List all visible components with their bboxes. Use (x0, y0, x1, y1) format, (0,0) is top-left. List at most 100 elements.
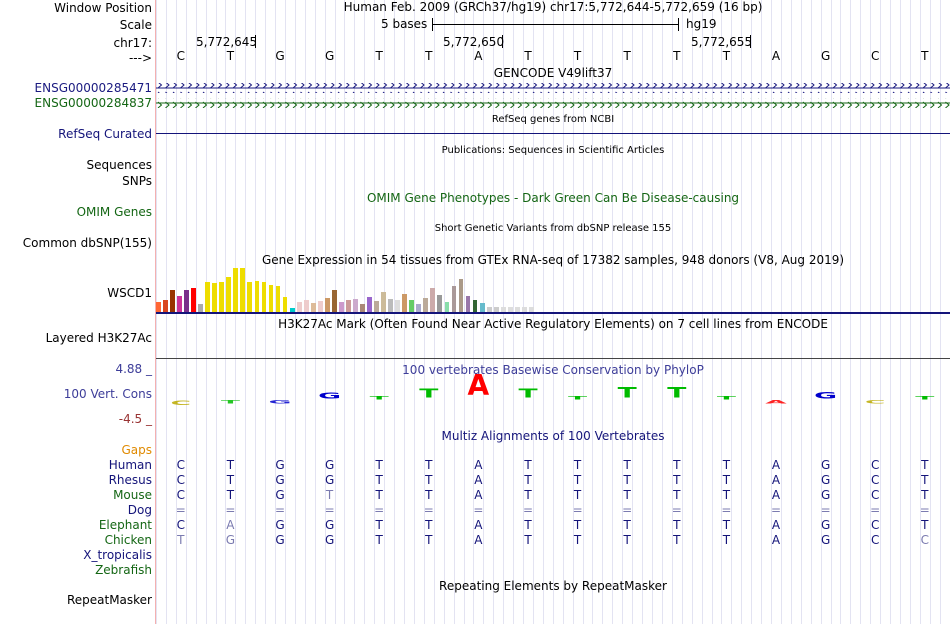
gtex-tissue-bar[interactable] (507, 307, 513, 312)
gtex-tissue-bar[interactable] (240, 268, 246, 312)
gtex-tissue-bar[interactable] (346, 300, 351, 312)
phylop-track-title: 100 vertebrates Basewise Conservation by… (402, 363, 704, 377)
gtex-tissue-bar[interactable] (381, 292, 386, 312)
gtex-tissue-bar[interactable] (465, 296, 471, 312)
label-repeatmasker[interactable]: RepeatMasker (66, 593, 152, 607)
alignment-base-elephant: G (275, 518, 285, 532)
gtex-tissue-bar[interactable] (254, 281, 260, 312)
gtex-tissue-bar[interactable] (374, 301, 379, 312)
gtex-tissue-bar[interactable] (353, 299, 358, 312)
gtex-tissue-bar[interactable] (212, 283, 218, 312)
alignment-base-rhesus: G (820, 473, 831, 487)
gtex-tissue-bar[interactable] (156, 302, 161, 312)
gtex-tissue-bar[interactable] (409, 300, 415, 312)
reference-base: C (870, 49, 880, 63)
gtex-tissue-bar[interactable] (191, 288, 196, 312)
alignment-base-mouse: T (921, 488, 929, 502)
gtex-tissue-bar[interactable] (275, 286, 281, 312)
alignment-base-rhesus: A (771, 473, 781, 487)
gtex-tissue-bar[interactable] (198, 304, 204, 312)
alignment-base-elephant: G (324, 518, 335, 532)
gtex-tissue-bar[interactable] (205, 282, 211, 312)
gtex-tissue-bar[interactable] (458, 279, 464, 312)
alignment-base-elephant: T (623, 518, 631, 532)
gtex-tissue-bar[interactable] (331, 290, 337, 312)
label-snps[interactable]: SNPs (122, 174, 152, 188)
label-gaps: Gaps (121, 443, 152, 457)
gtex-tissue-bar[interactable] (282, 297, 288, 312)
gtex-tissue-bar[interactable] (170, 290, 175, 312)
ruler-tick-label: 5,772,655 (691, 35, 753, 49)
gtex-tissue-bar[interactable] (500, 307, 506, 312)
gtex-tissue-bar[interactable] (296, 302, 302, 312)
reference-base: T (425, 49, 433, 63)
label-wscd1[interactable]: WSCD1 (107, 286, 152, 300)
gtex-bar-chart[interactable] (156, 267, 950, 312)
gtex-tissue-bar[interactable] (233, 268, 239, 312)
alignment-base-mouse: C (870, 488, 880, 502)
gtex-tissue-bar[interactable] (451, 286, 457, 312)
label-sequences[interactable]: Sequences (86, 158, 152, 172)
gtex-tissue-bar[interactable] (247, 282, 253, 312)
gtex-tissue-bar[interactable] (289, 308, 295, 312)
gtex-tissue-bar[interactable] (317, 301, 323, 312)
gtex-tissue-bar[interactable] (430, 288, 436, 312)
gtex-tissue-bar[interactable] (163, 300, 168, 312)
label-gene-ensg285471[interactable]: ENSG00000285471 (34, 81, 152, 95)
gtex-tissue-bar[interactable] (528, 307, 534, 312)
gtex-tissue-bar[interactable] (226, 277, 232, 312)
alignment-base-human: T (722, 458, 731, 472)
reference-base: C (176, 49, 185, 63)
label-omim-genes[interactable]: OMIM Genes (76, 205, 152, 219)
refseq-gene-line[interactable] (156, 133, 950, 134)
label-layered-h3k27ac[interactable]: Layered H3K27Ac (45, 331, 152, 345)
phylop-logo-letter: T (419, 385, 439, 401)
alignment-base-elephant: A (226, 518, 235, 532)
gtex-tissue-bar[interactable] (521, 307, 527, 312)
label-gene-ensg284837[interactable]: ENSG00000284837 (34, 96, 152, 110)
gtex-tissue-bar[interactable] (261, 282, 267, 312)
h3k27ac-baseline (156, 358, 950, 359)
label-100-vert-cons[interactable]: 100 Vert. Cons (63, 387, 152, 401)
label-refseq-curated[interactable]: RefSeq Curated (58, 127, 152, 141)
gtex-tissue-bar[interactable] (184, 290, 189, 312)
gtex-tissue-bar[interactable] (360, 304, 365, 312)
gencode-gene-features[interactable] (156, 80, 950, 108)
gtex-tissue-bar[interactable] (310, 303, 316, 312)
gtex-tissue-bar[interactable] (437, 295, 443, 312)
alignment-base-mouse: A (771, 488, 781, 502)
gtex-tissue-bar[interactable] (303, 300, 309, 312)
publications-track-title: Publications: Sequences in Scientific Ar… (441, 145, 665, 156)
gtex-tissue-bar[interactable] (367, 297, 372, 312)
alignment-base-human: T (573, 458, 582, 472)
alignment-base-mouse: T (623, 488, 631, 502)
gtex-tissue-bar[interactable] (479, 303, 485, 312)
label-species-dog: Dog (127, 503, 152, 517)
gtex-tissue-bar[interactable] (395, 300, 401, 312)
wscd1-gene-line[interactable] (156, 312, 950, 314)
alignment-base-mouse: T (375, 488, 383, 502)
gtex-tissue-bar[interactable] (416, 304, 422, 312)
gtex-tissue-bar[interactable] (493, 307, 499, 312)
phylop-logo-letter: T (667, 384, 687, 402)
gtex-tissue-bar[interactable] (268, 285, 274, 312)
label-common-dbsnp[interactable]: Common dbSNP(155) (22, 236, 152, 250)
gtex-tissue-bar[interactable] (338, 302, 344, 312)
gtex-tissue-bar[interactable] (388, 299, 394, 312)
gtex-tissue-bar[interactable] (423, 298, 429, 312)
gtex-tissue-bar[interactable] (402, 294, 408, 312)
alignment-base-dog: = (919, 503, 930, 517)
gtex-tissue-bar[interactable] (486, 307, 492, 312)
alignment-base-chicken: G (275, 533, 285, 547)
gtex-tissue-bar[interactable] (444, 302, 450, 312)
gtex-tissue-bar[interactable] (219, 282, 225, 312)
gtex-tissue-bar[interactable] (472, 300, 478, 312)
alignment-base-mouse: G (275, 488, 285, 502)
alignment-base-elephant: T (673, 518, 681, 532)
browser-image-panel[interactable]: Human Feb. 2009 (GRCh37/hg19) chr17:5,77… (156, 0, 950, 624)
gtex-tissue-bar[interactable] (324, 298, 330, 312)
gtex-tissue-bar[interactable] (177, 296, 182, 312)
label-chrom: chr17: (113, 36, 152, 50)
gtex-tissue-bar[interactable] (514, 307, 520, 312)
